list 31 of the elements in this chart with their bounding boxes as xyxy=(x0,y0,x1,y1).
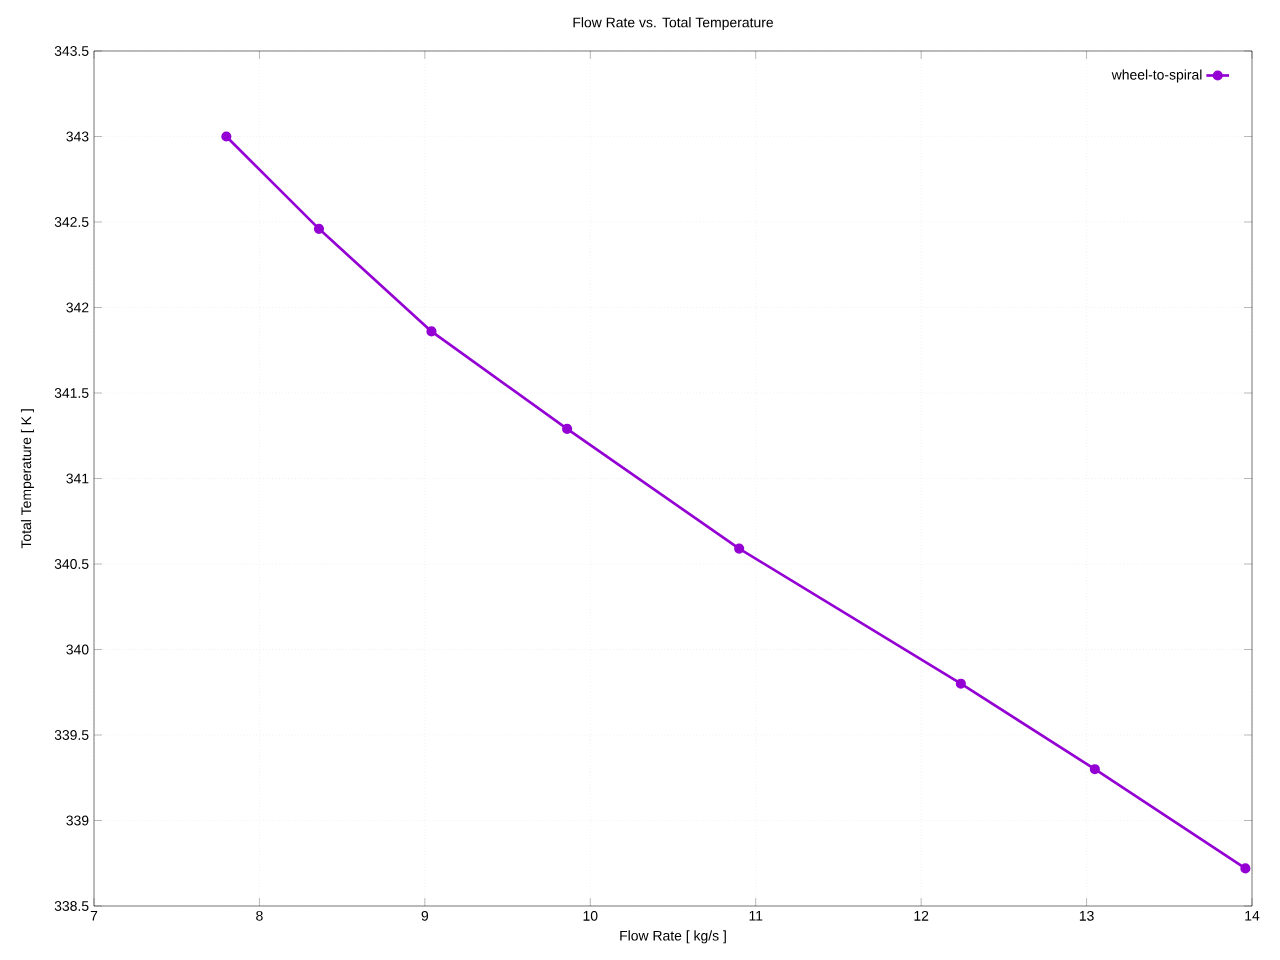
x-tick-label: 11 xyxy=(749,910,763,921)
point xyxy=(1240,863,1251,874)
y-tick-label: 340.5 xyxy=(54,559,89,569)
x-tick-label: 9 xyxy=(421,910,429,921)
y-tick-label: 342 xyxy=(66,302,89,313)
y-tick-label: 339.5 xyxy=(54,730,89,740)
x-tick-label: 14 xyxy=(1245,910,1260,921)
point xyxy=(1089,764,1100,775)
y-tick-label: 340 xyxy=(66,644,89,655)
point xyxy=(426,326,437,337)
y-tick-label: 341.5 xyxy=(54,388,89,398)
y-tick-label: 343.5 xyxy=(54,46,89,56)
legend-label: wheel-to-spiral xyxy=(1111,69,1202,83)
point xyxy=(221,131,232,142)
y-tick-label: 339 xyxy=(66,815,89,826)
x-tick-label: 10 xyxy=(583,910,598,921)
point xyxy=(313,223,325,234)
point xyxy=(562,423,573,434)
y-tick-label: 342.5 xyxy=(54,217,89,227)
point xyxy=(955,678,966,689)
y-tick-label: 343 xyxy=(66,131,89,142)
chart-title: Flow Rate vs. Total Temperature xyxy=(573,17,774,31)
y-axis-title: Total Temperature [ K ] xyxy=(20,409,34,549)
x-tick-label: 8 xyxy=(256,910,263,921)
x-tick-label: 7 xyxy=(90,910,98,921)
x-tick-label: 13 xyxy=(1079,910,1094,921)
y-tick-label: 338.5 xyxy=(54,901,89,911)
x-axis-title: Flow Rate [ kg/s ] xyxy=(620,930,726,944)
x-tick-label: 12 xyxy=(914,910,929,921)
y-tick-label: 341 xyxy=(66,473,89,484)
point xyxy=(734,543,745,554)
